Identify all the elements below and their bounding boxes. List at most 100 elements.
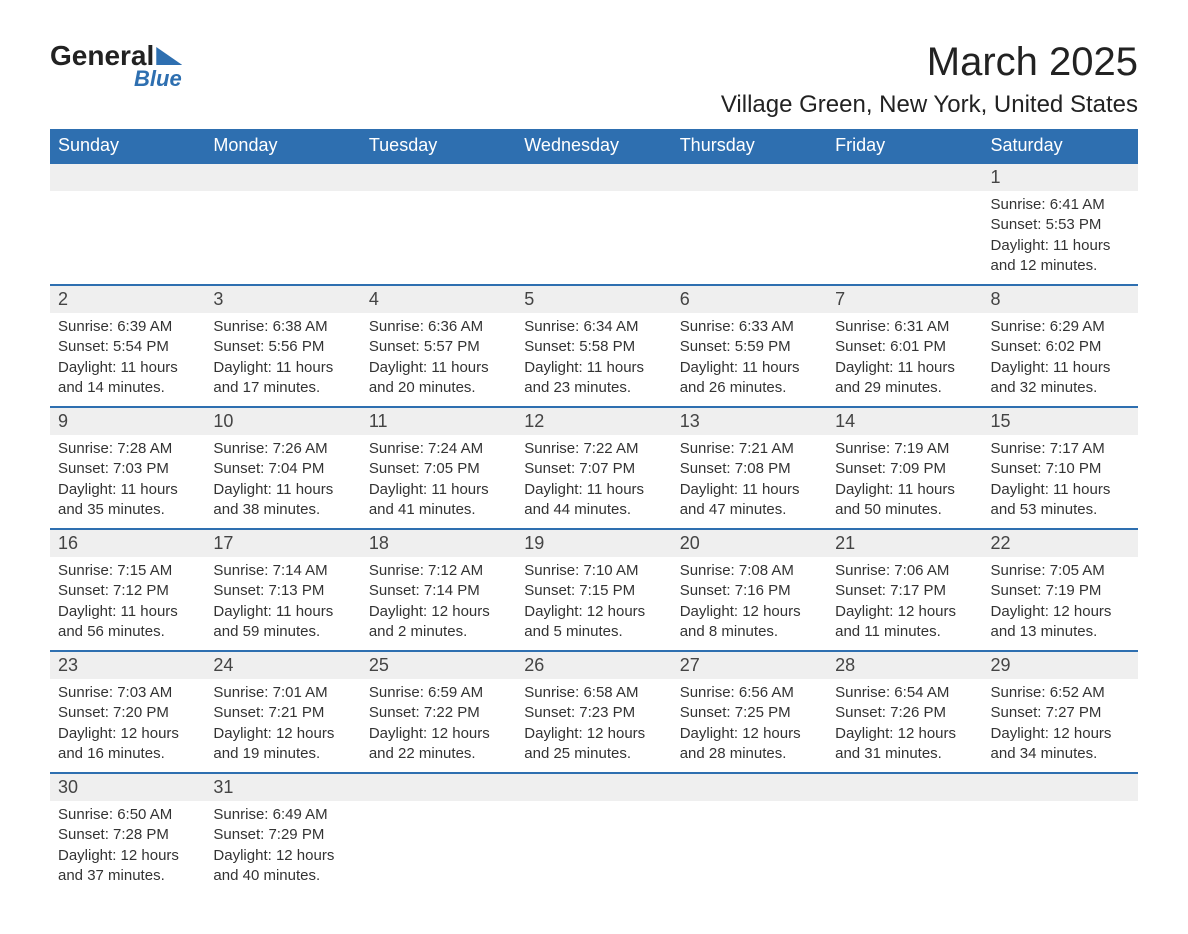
day-number-cell	[827, 773, 982, 801]
day-number-cell: 22	[983, 529, 1138, 557]
daylight-text: Daylight: 12 hours and 8 minutes.	[680, 602, 819, 643]
day-number-cell	[361, 773, 516, 801]
daylight-text: Daylight: 11 hours and 47 minutes.	[680, 480, 819, 521]
sunset-text: Sunset: 7:05 PM	[369, 459, 508, 479]
sunset-text: Sunset: 7:10 PM	[991, 459, 1130, 479]
day-number-cell: 1	[983, 163, 1138, 191]
sunrise-text: Sunrise: 7:06 AM	[835, 561, 974, 581]
day-detail-row: Sunrise: 6:50 AMSunset: 7:28 PMDaylight:…	[50, 801, 1138, 894]
sunset-text: Sunset: 5:58 PM	[524, 337, 663, 357]
sunset-text: Sunset: 7:26 PM	[835, 703, 974, 723]
sunrise-text: Sunrise: 7:19 AM	[835, 439, 974, 459]
day-number-row: 3031	[50, 773, 1138, 801]
daylight-text: Daylight: 12 hours and 2 minutes.	[369, 602, 508, 643]
day-detail-cell: Sunrise: 7:01 AMSunset: 7:21 PMDaylight:…	[205, 679, 360, 773]
day-detail-cell: Sunrise: 6:38 AMSunset: 5:56 PMDaylight:…	[205, 313, 360, 407]
sunset-text: Sunset: 7:13 PM	[213, 581, 352, 601]
sunset-text: Sunset: 7:07 PM	[524, 459, 663, 479]
sunrise-text: Sunrise: 7:15 AM	[58, 561, 197, 581]
day-number-cell: 27	[672, 651, 827, 679]
sunrise-text: Sunrise: 6:38 AM	[213, 317, 352, 337]
calendar-table: Sunday Monday Tuesday Wednesday Thursday…	[50, 129, 1138, 894]
daylight-text: Daylight: 11 hours and 56 minutes.	[58, 602, 197, 643]
day-detail-cell	[983, 801, 1138, 894]
sunrise-text: Sunrise: 6:34 AM	[524, 317, 663, 337]
day-detail-cell: Sunrise: 7:08 AMSunset: 7:16 PMDaylight:…	[672, 557, 827, 651]
day-detail-cell: Sunrise: 6:33 AMSunset: 5:59 PMDaylight:…	[672, 313, 827, 407]
day-detail-cell: Sunrise: 6:59 AMSunset: 7:22 PMDaylight:…	[361, 679, 516, 773]
sunrise-text: Sunrise: 7:24 AM	[369, 439, 508, 459]
day-number-row: 23242526272829	[50, 651, 1138, 679]
day-number-cell: 21	[827, 529, 982, 557]
day-number-cell: 18	[361, 529, 516, 557]
sunrise-text: Sunrise: 6:50 AM	[58, 805, 197, 825]
day-detail-cell: Sunrise: 7:03 AMSunset: 7:20 PMDaylight:…	[50, 679, 205, 773]
sunrise-text: Sunrise: 7:08 AM	[680, 561, 819, 581]
sunset-text: Sunset: 5:59 PM	[680, 337, 819, 357]
day-detail-cell: Sunrise: 7:22 AMSunset: 7:07 PMDaylight:…	[516, 435, 671, 529]
sunrise-text: Sunrise: 7:12 AM	[369, 561, 508, 581]
sunset-text: Sunset: 7:20 PM	[58, 703, 197, 723]
sunset-text: Sunset: 7:04 PM	[213, 459, 352, 479]
daylight-text: Daylight: 11 hours and 44 minutes.	[524, 480, 663, 521]
sunset-text: Sunset: 7:19 PM	[991, 581, 1130, 601]
day-number-cell: 12	[516, 407, 671, 435]
day-detail-cell: Sunrise: 7:06 AMSunset: 7:17 PMDaylight:…	[827, 557, 982, 651]
sunrise-text: Sunrise: 6:39 AM	[58, 317, 197, 337]
sunset-text: Sunset: 7:22 PM	[369, 703, 508, 723]
day-number-cell	[361, 163, 516, 191]
day-detail-row: Sunrise: 6:39 AMSunset: 5:54 PM Daylight:…	[50, 313, 1138, 407]
daylight-text: Daylight: 12 hours and 28 minutes.	[680, 724, 819, 765]
sunrise-text: Sunrise: 7:05 AM	[991, 561, 1130, 581]
day-detail-cell	[361, 801, 516, 894]
sunrise-text: Sunrise: 6:49 AM	[213, 805, 352, 825]
day-number-cell	[516, 163, 671, 191]
day-detail-cell: Sunrise: 7:10 AMSunset: 7:15 PMDaylight:…	[516, 557, 671, 651]
day-number-cell: 23	[50, 651, 205, 679]
day-number-cell: 9	[50, 407, 205, 435]
day-number-cell: 10	[205, 407, 360, 435]
brand-word2: Blue	[134, 66, 182, 92]
sunset-text: Sunset: 6:01 PM	[835, 337, 974, 357]
day-detail-cell: Sunrise: 7:12 AMSunset: 7:14 PMDaylight:…	[361, 557, 516, 651]
day-detail-cell	[516, 191, 671, 285]
sunset-text: Sunset: 7:08 PM	[680, 459, 819, 479]
day-detail-cell: Sunrise: 7:19 AMSunset: 7:09 PMDaylight:…	[827, 435, 982, 529]
day-number-cell	[205, 163, 360, 191]
day-number-cell: 2	[50, 285, 205, 313]
day-number-cell: 4	[361, 285, 516, 313]
day-number-cell: 31	[205, 773, 360, 801]
day-number-cell: 8	[983, 285, 1138, 313]
sunset-text: Sunset: 5:54 PM	[58, 337, 197, 357]
day-detail-cell: Sunrise: 7:15 AMSunset: 7:12 PMDaylight:…	[50, 557, 205, 651]
day-detail-cell: Sunrise: 6:36 AMSunset: 5:57 PMDaylight:…	[361, 313, 516, 407]
brand-logo: General Blue	[50, 40, 182, 92]
sunrise-text: Sunrise: 7:01 AM	[213, 683, 352, 703]
weekday-header-row: Sunday Monday Tuesday Wednesday Thursday…	[50, 129, 1138, 163]
sunset-text: Sunset: 7:15 PM	[524, 581, 663, 601]
header: General Blue March 2025 Village Green, N…	[50, 40, 1138, 119]
daylight-text: Daylight: 11 hours and 26 minutes.	[680, 358, 819, 399]
day-detail-cell: Sunrise: 7:05 AMSunset: 7:19 PMDaylight:…	[983, 557, 1138, 651]
day-number-cell	[983, 773, 1138, 801]
daylight-text: Daylight: 12 hours and 11 minutes.	[835, 602, 974, 643]
sunrise-text: Sunrise: 6:56 AM	[680, 683, 819, 703]
day-number-cell: 5	[516, 285, 671, 313]
daylight-text: Daylight: 11 hours and 50 minutes.	[835, 480, 974, 521]
day-detail-cell: Sunrise: 6:34 AMSunset: 5:58 PMDaylight:…	[516, 313, 671, 407]
weekday-header: Wednesday	[516, 129, 671, 163]
sunrise-text: Sunrise: 6:36 AM	[369, 317, 508, 337]
day-number-row: 9101112131415	[50, 407, 1138, 435]
day-number-cell: 16	[50, 529, 205, 557]
day-number-cell: 17	[205, 529, 360, 557]
sunset-text: Sunset: 5:53 PM	[991, 215, 1130, 235]
daylight-text: Daylight: 11 hours and 20 minutes.	[369, 358, 508, 399]
day-detail-cell: Sunrise: 7:24 AMSunset: 7:05 PMDaylight:…	[361, 435, 516, 529]
day-detail-cell: Sunrise: 6:58 AMSunset: 7:23 PMDaylight:…	[516, 679, 671, 773]
sunrise-text: Sunrise: 6:59 AM	[369, 683, 508, 703]
sunrise-text: Sunrise: 6:29 AM	[991, 317, 1130, 337]
location-subtitle: Village Green, New York, United States	[721, 91, 1138, 119]
month-title: March 2025	[721, 40, 1138, 85]
day-number-cell: 20	[672, 529, 827, 557]
weekday-header: Thursday	[672, 129, 827, 163]
